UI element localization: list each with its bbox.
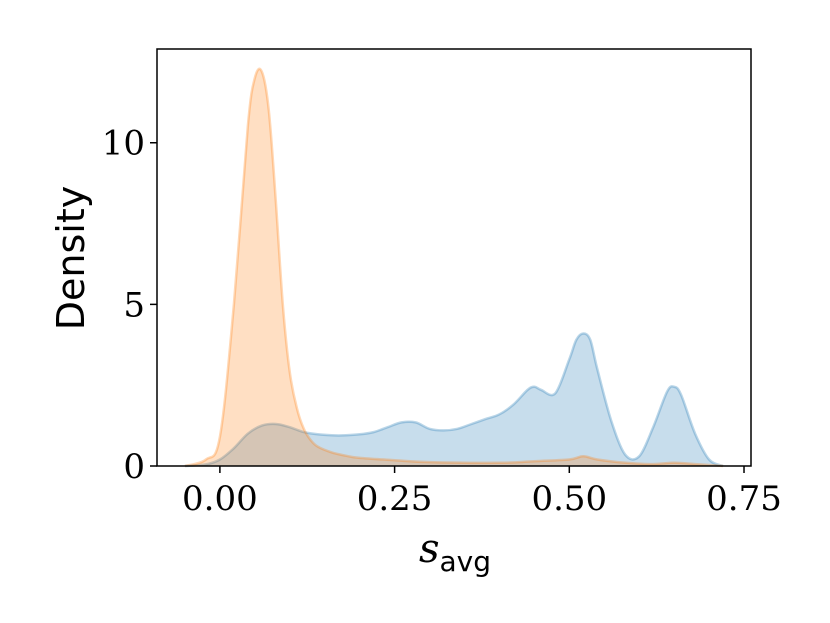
x-tick-label: 0.50 bbox=[531, 479, 607, 519]
series-1-density-line bbox=[184, 67, 724, 468]
x-tick-label: 0.25 bbox=[357, 479, 433, 519]
plot-area bbox=[184, 67, 724, 468]
x-axis-label-main: s bbox=[419, 526, 440, 572]
y-axis-label: Density bbox=[49, 186, 93, 330]
y-tick-label: 5 bbox=[123, 285, 145, 325]
series-1-density-area bbox=[185, 68, 723, 467]
x-axis: 0.00 0.25 0.50 0.75 bbox=[182, 466, 782, 519]
series-0-density-line bbox=[184, 332, 724, 468]
y-tick-label: 10 bbox=[102, 124, 145, 164]
series-0-density-area bbox=[185, 333, 723, 466]
plot-frame bbox=[156, 48, 752, 467]
x-tick-label: 0.00 bbox=[182, 479, 258, 519]
y-axis: 0 5 10 bbox=[102, 124, 157, 487]
x-axis-label: savg bbox=[419, 526, 491, 578]
x-axis-label-subscript: avg bbox=[440, 545, 492, 578]
y-tick-label: 0 bbox=[123, 447, 145, 487]
x-tick-label: 0.75 bbox=[706, 479, 782, 519]
